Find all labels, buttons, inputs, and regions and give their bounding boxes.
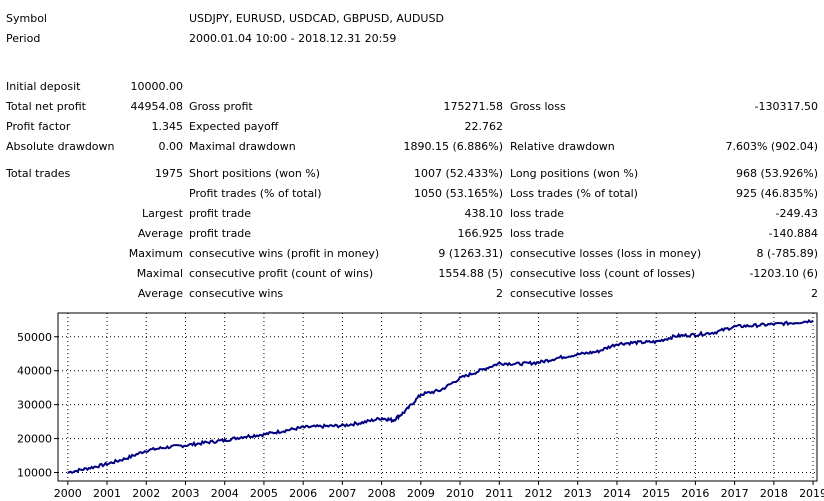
x-tick-label: 2002 <box>132 487 160 500</box>
largest-profit-label: profit trade <box>189 207 252 220</box>
avg-consec-losses-label: consecutive losses <box>510 287 614 300</box>
max-consec-losses-label: consecutive losses (loss in money) <box>510 247 702 260</box>
average-label: Average <box>137 227 183 240</box>
relative-drawdown-label: Relative drawdown <box>510 140 615 153</box>
x-tick-label: 2017 <box>721 487 749 500</box>
avg-consec-losses-value: 2 <box>811 287 818 300</box>
x-tick-label: 2010 <box>446 487 474 500</box>
long-positions-value: 968 (53.926%) <box>735 167 818 180</box>
equity-line <box>67 318 814 474</box>
maximal-drawdown-value: 1890.15 (6.886%) <box>403 140 503 153</box>
largest-profit-value: 438.10 <box>464 207 504 220</box>
max-consec-wins-value: 9 (1263.31) <box>438 247 503 260</box>
x-tick-label: 2008 <box>368 487 396 500</box>
x-tick-label: 2014 <box>603 487 631 500</box>
loss-trades-value: 925 (46.835%) <box>735 187 818 200</box>
maximal-consec-loss-label: consecutive loss (count of losses) <box>510 267 696 280</box>
average-profit-label: profit trade <box>189 227 252 240</box>
maximal-consec-profit-label: consecutive profit (count of wins) <box>189 267 374 280</box>
period-label: Period <box>6 32 41 45</box>
profit-factor-label: Profit factor <box>6 120 71 133</box>
average-profit-value: 166.925 <box>457 227 504 240</box>
largest-loss-label: loss trade <box>510 207 565 220</box>
total-trades-label: Total trades <box>6 167 71 180</box>
x-axis-ticks: 2000 2001 2002 2003 2004 2005 2006 2007 2008 2009… <box>54 481 824 500</box>
profit-trades-value: 1050 (53.165%) <box>413 187 503 200</box>
long-positions-label: Long positions (won %) <box>510 167 639 180</box>
y-tick-label: 40000 <box>17 365 52 378</box>
maximal-consec-profit-value: 1554.88 (5) <box>438 267 503 280</box>
y-axis-ticks: 10000 20000 30000 40000 50000 <box>17 331 58 480</box>
y-tick-label: 20000 <box>17 433 52 446</box>
period-value: 2000.01.04 10:00 - 2018.12.31 20:59 <box>189 32 397 45</box>
x-tick-label: 2001 <box>93 487 121 500</box>
maximal-label: Maximal <box>136 267 183 280</box>
max-consec-wins-label: consecutive wins (profit in money) <box>189 247 380 260</box>
initial-deposit-label: Initial deposit <box>6 80 81 93</box>
short-positions-label: Short positions (won %) <box>189 167 321 180</box>
total-net-profit-label: Total net profit <box>6 100 86 113</box>
expected-payoff-label: Expected payoff <box>189 120 279 133</box>
absolute-drawdown-label: Absolute drawdown <box>6 140 115 153</box>
loss-trades-label: Loss trades (% of total) <box>510 187 638 200</box>
gross-profit-label: Gross profit <box>189 100 253 113</box>
x-tick-label: 2004 <box>211 487 239 500</box>
profit-factor-value: 1.345 <box>151 120 184 133</box>
y-tick-label: 30000 <box>17 399 52 412</box>
x-tick-label: 2018 <box>760 487 788 500</box>
x-tick-label: 2012 <box>525 487 553 500</box>
absolute-drawdown-value: 0.00 <box>158 140 184 153</box>
average-consec-label: Average <box>137 287 183 300</box>
total-net-profit-value: 44954.08 <box>130 100 184 113</box>
maximum-label: Maximum <box>128 247 183 260</box>
total-trades-value: 1975 <box>155 167 183 180</box>
maximal-drawdown-label: Maximal drawdown <box>189 140 296 153</box>
y-tick-label: 10000 <box>17 467 52 480</box>
short-positions-value: 1007 (52.433%) <box>413 167 503 180</box>
max-consec-losses-value: 8 (-785.89) <box>756 247 818 260</box>
y-tick-label: 50000 <box>17 331 52 344</box>
gross-loss-value: -130317.50 <box>754 100 818 113</box>
x-tick-label: 2016 <box>681 487 709 500</box>
average-loss-value: -140.884 <box>768 227 818 240</box>
x-tick-label: 2013 <box>564 487 592 500</box>
gross-loss-label: Gross loss <box>510 100 566 113</box>
x-tick-label: 2009 <box>407 487 435 500</box>
profit-trades-label: Profit trades (% of total) <box>189 187 322 200</box>
x-tick-label: 2011 <box>485 487 513 500</box>
x-tick-label: 2019 <box>799 487 824 500</box>
avg-consec-wins-label: consecutive wins <box>189 287 284 300</box>
x-tick-label: 2005 <box>250 487 278 500</box>
average-loss-label: loss trade <box>510 227 565 240</box>
chart-grid <box>58 313 817 481</box>
avg-consec-wins-value: 2 <box>496 287 503 300</box>
relative-drawdown-value: 7.603% (902.04) <box>725 140 818 153</box>
x-tick-label: 2015 <box>642 487 670 500</box>
x-tick-label: 2003 <box>171 487 199 500</box>
initial-deposit-value: 10000.00 <box>130 80 184 93</box>
symbol-label: Symbol <box>6 12 47 25</box>
gross-profit-value: 175271.58 <box>443 100 504 113</box>
symbol-value: USDJPY, EURUSD, USDCAD, GBPUSD, AUDUSD <box>189 12 444 25</box>
maximal-consec-loss-value: -1203.10 (6) <box>749 267 818 280</box>
expected-payoff-value: 22.762 <box>464 120 504 133</box>
x-tick-label: 2000 <box>54 487 82 500</box>
x-tick-label: 2007 <box>328 487 356 500</box>
largest-loss-value: -249.43 <box>775 207 818 220</box>
chart-plot-frame <box>57 312 818 482</box>
x-tick-label: 2006 <box>289 487 317 500</box>
largest-label: Largest <box>142 207 183 220</box>
